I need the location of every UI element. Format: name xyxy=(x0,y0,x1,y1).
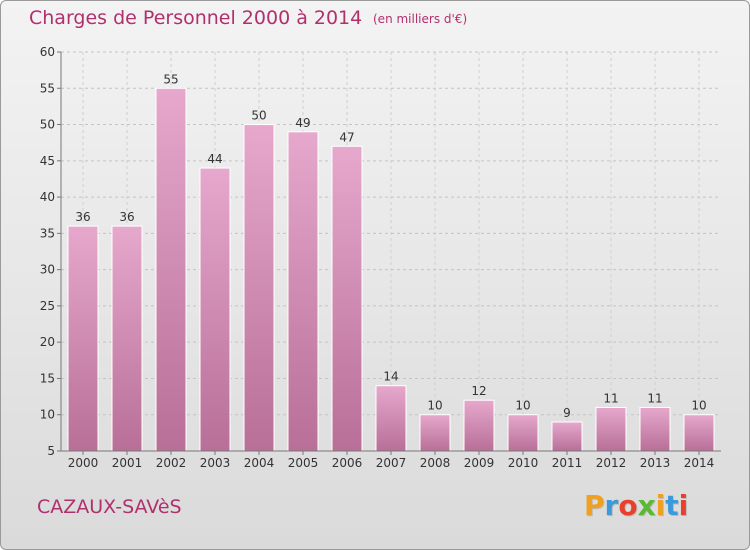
bar-2005[interactable] xyxy=(287,131,319,452)
bar-2001[interactable] xyxy=(111,225,143,452)
data-label-2007: 14 xyxy=(383,370,398,384)
x-tick-label: 2011 xyxy=(552,456,583,470)
x-tick-label: 2007 xyxy=(376,456,407,470)
x-tick-label: 2005 xyxy=(288,456,319,470)
data-label-2000: 36 xyxy=(75,210,90,224)
y-tick-label: 10 xyxy=(40,408,55,422)
logo-letter: x xyxy=(637,489,656,522)
x-tick-label: 2004 xyxy=(244,456,275,470)
y-tick-label: 55 xyxy=(40,81,55,95)
bar-2010[interactable] xyxy=(507,414,539,452)
commune-name: CAZAUX-SAVèS xyxy=(37,496,182,518)
data-label-2012: 11 xyxy=(603,391,618,405)
y-tick-label: 5 xyxy=(47,444,55,458)
y-tick-label: 30 xyxy=(40,263,55,277)
x-tick-label: 2009 xyxy=(464,456,495,470)
data-label-2001: 36 xyxy=(119,210,134,224)
y-tick-label: 35 xyxy=(40,226,55,240)
x-tick-label: 2003 xyxy=(200,456,231,470)
bar-2004[interactable] xyxy=(243,124,275,452)
bar-2007[interactable] xyxy=(375,385,407,452)
bar-2008[interactable] xyxy=(419,414,451,452)
data-label-2003: 44 xyxy=(207,152,222,166)
data-label-2009: 12 xyxy=(471,384,486,398)
data-label-2010: 10 xyxy=(515,399,530,413)
data-label-2014: 10 xyxy=(691,399,706,413)
proxiti-logo[interactable]: Proxiti xyxy=(584,489,688,522)
data-label-2008: 10 xyxy=(427,399,442,413)
bar-2009[interactable] xyxy=(463,399,495,452)
y-tick-label: 40 xyxy=(40,190,55,204)
y-tick-label: 45 xyxy=(40,154,55,168)
bar-2000[interactable] xyxy=(67,225,99,452)
chart-subtitle: (en milliers d'€) xyxy=(373,12,468,26)
logo-letter: o xyxy=(618,489,638,522)
bar-2013[interactable] xyxy=(639,406,671,452)
x-tick-label: 2002 xyxy=(156,456,187,470)
logo-letter: r xyxy=(604,489,619,522)
x-tick-label: 2000 xyxy=(68,456,99,470)
logo-letter: i xyxy=(678,489,689,522)
y-tick-label: 25 xyxy=(40,299,55,313)
x-tick-label: 2006 xyxy=(332,456,363,470)
bar-2012[interactable] xyxy=(595,406,627,452)
logo-letter: P xyxy=(584,489,605,522)
logo-letter: i xyxy=(655,489,666,522)
data-label-2006: 47 xyxy=(339,130,354,144)
chart-title: Charges de Personnel 2000 à 2014 xyxy=(29,7,363,29)
bar-2014[interactable] xyxy=(683,414,715,452)
x-tick-label: 2010 xyxy=(508,456,539,470)
data-label-2011: 9 xyxy=(563,406,571,420)
x-tick-label: 2014 xyxy=(684,456,715,470)
data-label-2004: 50 xyxy=(251,109,266,123)
y-tick-label: 60 xyxy=(40,45,55,59)
data-label-2013: 11 xyxy=(647,391,662,405)
y-tick-label: 20 xyxy=(40,335,55,349)
bar-2006[interactable] xyxy=(331,145,363,452)
x-tick-label: 2013 xyxy=(640,456,671,470)
x-tick-label: 2008 xyxy=(420,456,451,470)
logo-letter: t xyxy=(665,489,679,522)
x-tick-label: 2012 xyxy=(596,456,627,470)
data-label-2002: 55 xyxy=(163,72,178,86)
bar-2003[interactable] xyxy=(199,167,231,452)
data-label-2005: 49 xyxy=(295,116,310,130)
y-tick-label: 50 xyxy=(40,118,55,132)
bar-2011[interactable] xyxy=(551,421,583,452)
x-tick-label: 2001 xyxy=(112,456,143,470)
bar-2002[interactable] xyxy=(155,87,187,452)
y-tick-label: 15 xyxy=(40,371,55,385)
